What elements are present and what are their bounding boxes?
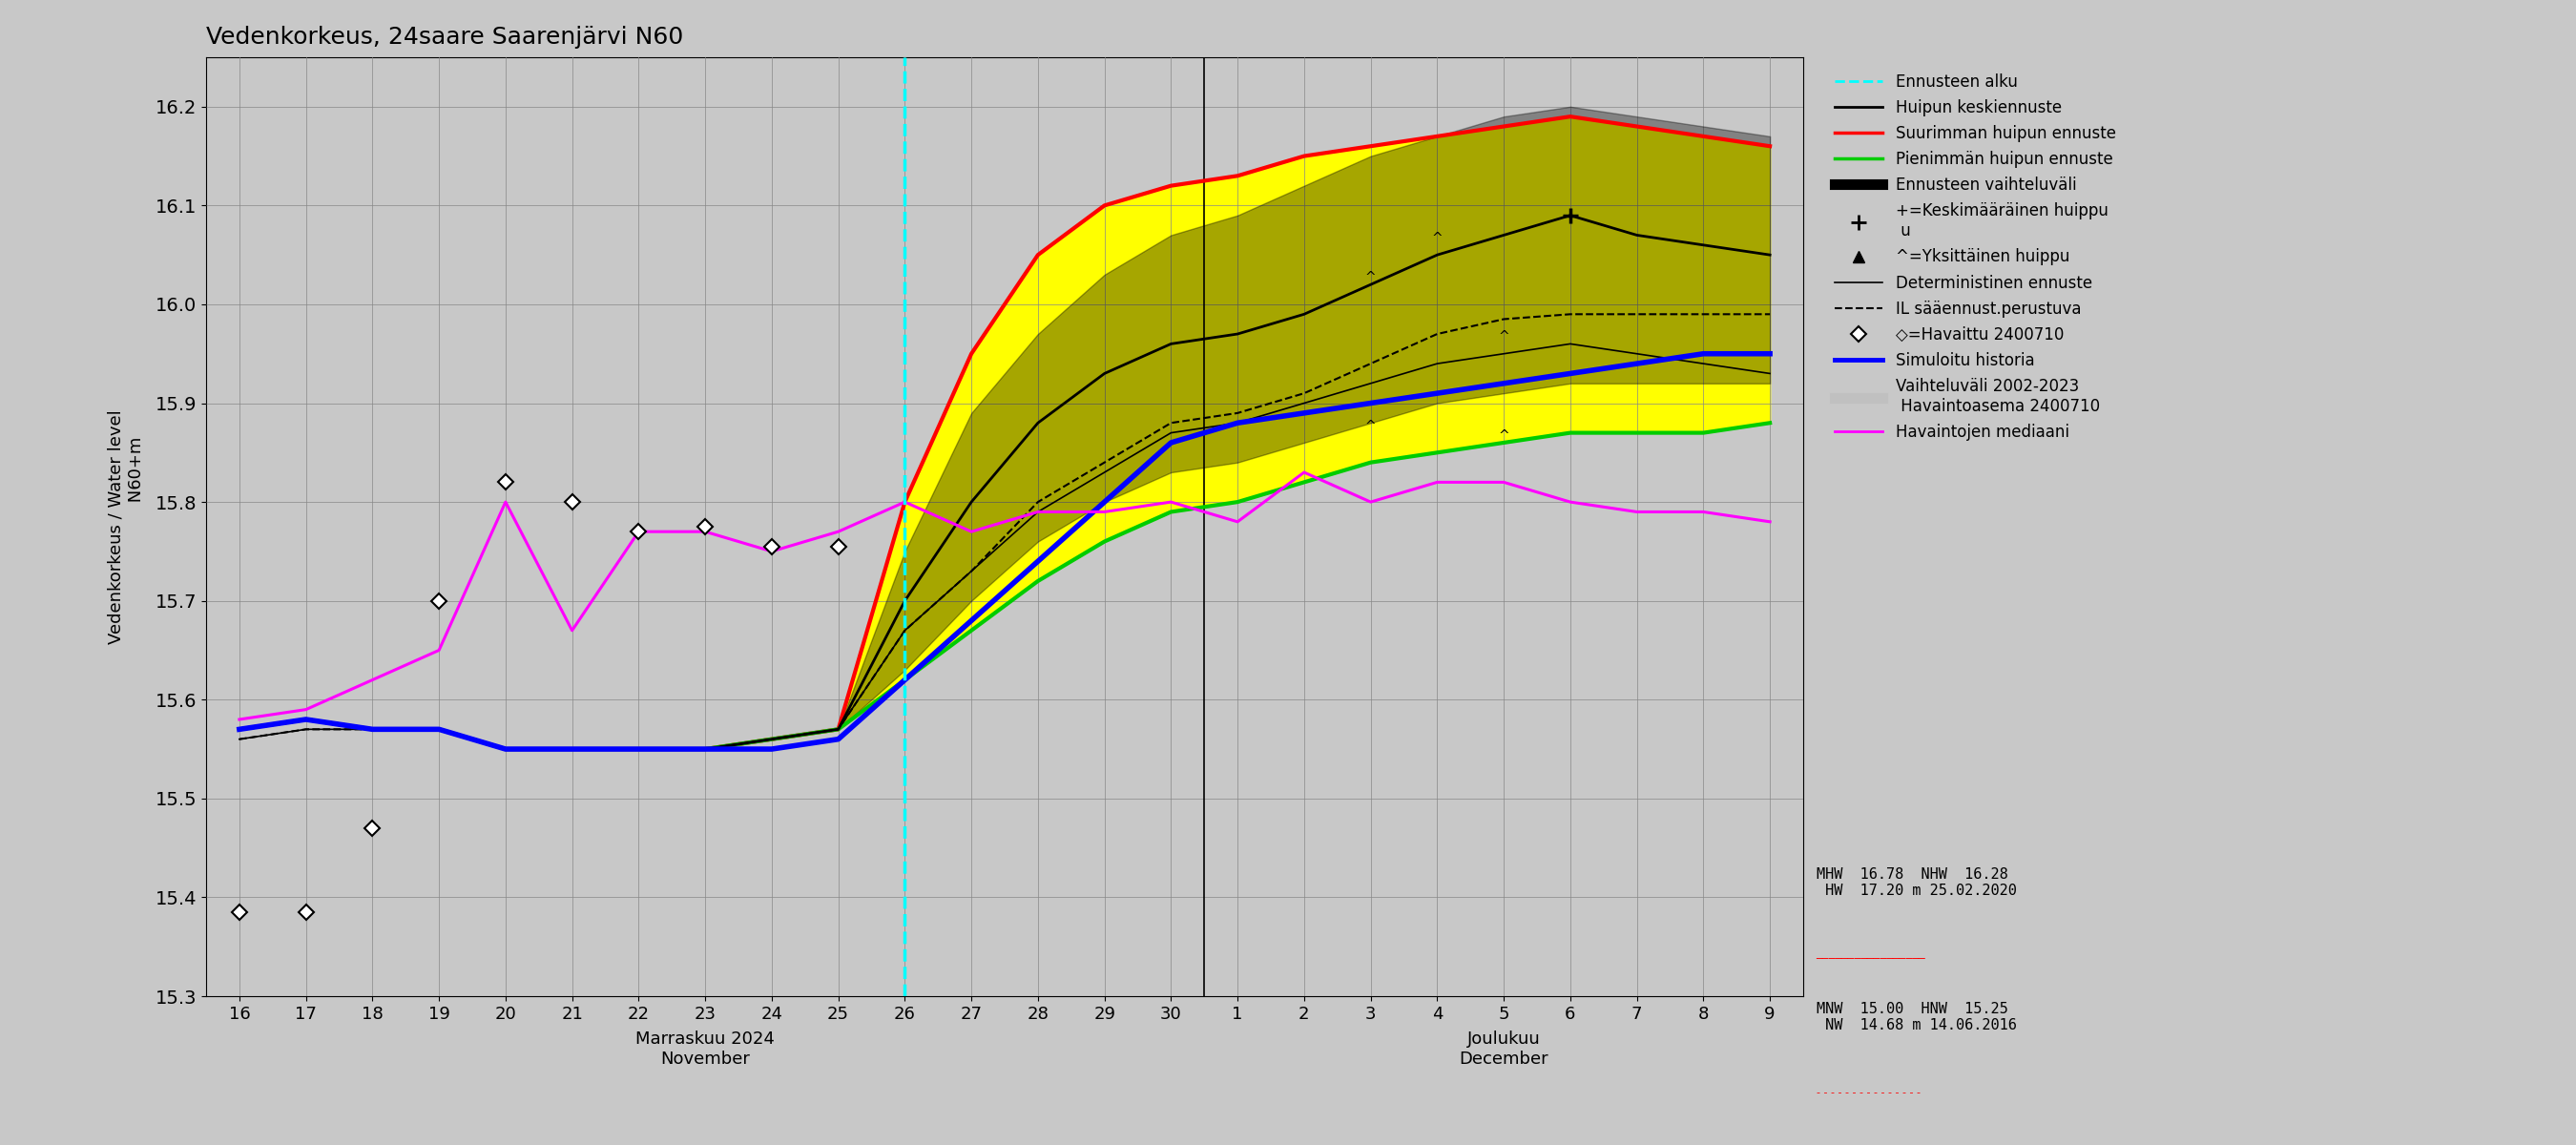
Text: ^: ^ [1432, 231, 1443, 245]
Text: ^: ^ [1499, 331, 1510, 343]
Text: MHW  16.78  NHW  16.28
 HW  17.20 m 25.02.2020: MHW 16.78 NHW 16.28 HW 17.20 m 25.02.202… [1816, 868, 2017, 898]
Legend: Ennusteen alku, Huipun keskiennuste, Suurimman huipun ennuste, Pienimmän huipun : Ennusteen alku, Huipun keskiennuste, Suu… [1826, 65, 2123, 449]
Text: ^: ^ [1365, 419, 1376, 433]
Text: ^: ^ [1499, 429, 1510, 443]
Text: Vedenkorkeus, 24saare Saarenjärvi N60: Vedenkorkeus, 24saare Saarenjärvi N60 [206, 26, 683, 49]
Text: - - - - - - - - - - - - - - -: - - - - - - - - - - - - - - - [1816, 1088, 1919, 1097]
Text: ─────────────────: ───────────────── [1816, 953, 1924, 963]
Text: Joulukuu
December: Joulukuu December [1458, 1030, 1548, 1068]
Text: Marraskuu 2024
November: Marraskuu 2024 November [636, 1030, 775, 1068]
Text: MNW  15.00  HNW  15.25
 NW  14.68 m 14.06.2016: MNW 15.00 HNW 15.25 NW 14.68 m 14.06.201… [1816, 1002, 2017, 1033]
Y-axis label: Vedenkorkeus / Water level
                     N60+m: Vedenkorkeus / Water level N60+m [108, 410, 144, 643]
Text: ^: ^ [1365, 271, 1376, 285]
